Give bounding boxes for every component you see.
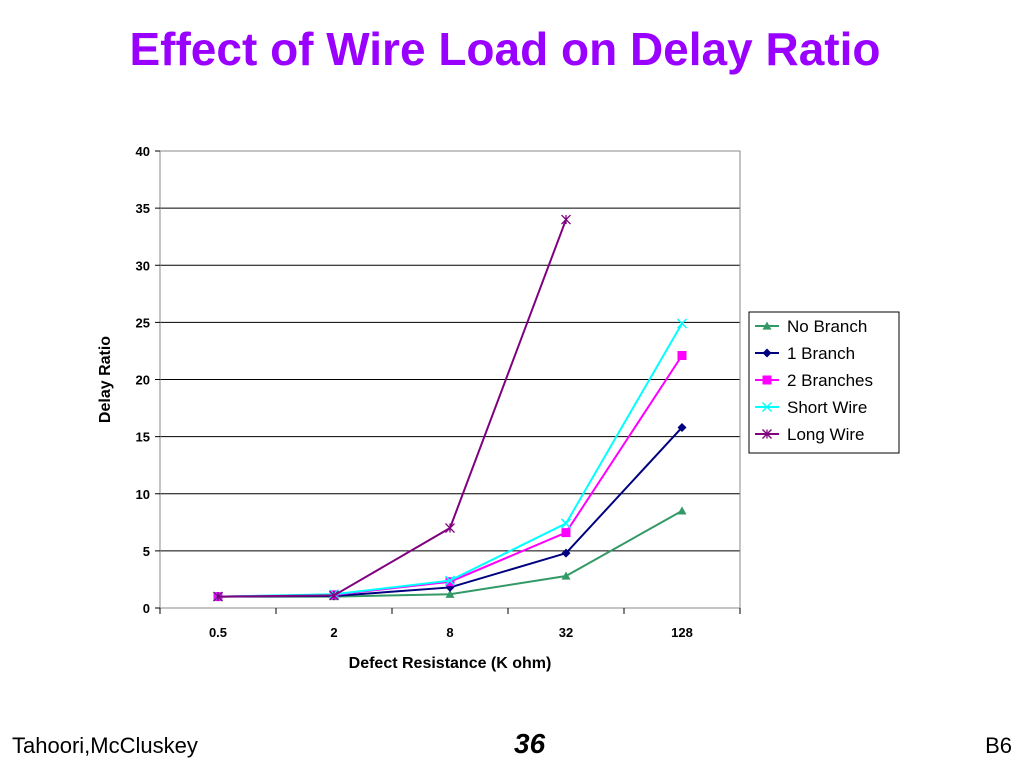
y-tick-label: 15 xyxy=(136,430,150,445)
series-line-1-branch xyxy=(217,426,683,598)
legend-box xyxy=(748,311,900,454)
data-point xyxy=(561,548,571,558)
x-tick-label: 0.5 xyxy=(209,625,227,640)
data-point xyxy=(677,351,687,361)
data-point xyxy=(445,589,455,598)
data-point xyxy=(329,590,339,601)
y-tick-label: 30 xyxy=(136,258,150,273)
data-point xyxy=(560,518,572,529)
series-long-wire xyxy=(213,214,571,602)
y-tick-label: 0 xyxy=(143,601,150,616)
legend-label: Short Wire xyxy=(787,398,867,417)
y-tick-label: 5 xyxy=(143,544,150,559)
data-point xyxy=(445,577,455,587)
y-tick-label: 35 xyxy=(136,201,150,216)
legend-marker xyxy=(762,321,772,330)
slide-title: Effect of Wire Load on Delay Ratio xyxy=(129,23,881,75)
legend-label: Long Wire xyxy=(787,425,864,444)
legend-item: 2 Branches xyxy=(755,371,873,390)
x-axis-title: Defect Resistance (K ohm) xyxy=(349,655,552,672)
x-tick-label: 32 xyxy=(559,625,573,640)
y-tick-label: 10 xyxy=(136,487,150,502)
series-line-2-branches xyxy=(217,354,683,598)
legend-item: Short Wire xyxy=(755,398,867,417)
x-tick-label: 8 xyxy=(446,625,453,640)
legend-item: 1 Branch xyxy=(755,344,855,363)
data-point xyxy=(677,422,687,432)
data-point xyxy=(677,506,687,515)
y-tick-label: 25 xyxy=(136,315,150,330)
series-2-branches xyxy=(213,351,687,602)
data-point xyxy=(444,575,456,586)
slide-code: B6 xyxy=(985,733,1012,758)
series-line-long-wire xyxy=(217,219,567,598)
legend-marker xyxy=(761,401,773,413)
series-1-branch xyxy=(213,422,687,602)
legend: No Branch 1 Branch 2 Branches Short Wire Lon… xyxy=(748,311,900,454)
legend-marker xyxy=(762,429,772,439)
data-point xyxy=(561,214,571,225)
data-point xyxy=(561,528,571,538)
data-point xyxy=(561,571,571,580)
legend-label: No Branch xyxy=(787,317,867,336)
gridlines xyxy=(160,150,740,609)
legend-label: 1 Branch xyxy=(787,344,855,363)
x-tick-label: 2 xyxy=(330,625,337,640)
legend-item: No Branch xyxy=(755,317,867,336)
axes: 0 5 10 15 20 25 30 35 40 0.5 2 8 32 128 xyxy=(136,144,741,640)
data-point xyxy=(676,318,688,329)
x-tick-label: 128 xyxy=(671,625,693,640)
y-tick-label: 40 xyxy=(136,144,150,159)
page-number: 36 xyxy=(514,728,546,759)
legend-marker xyxy=(762,375,772,385)
legend-item: Long Wire xyxy=(755,425,864,444)
footer-authors: Tahoori,McCluskey xyxy=(12,733,198,758)
legend-marker xyxy=(762,348,772,358)
series-lines xyxy=(212,214,688,602)
data-point xyxy=(213,591,223,602)
legend-label: 2 Branches xyxy=(787,371,873,390)
series-short-wire xyxy=(212,318,688,602)
y-tick-label: 20 xyxy=(136,373,150,388)
data-point xyxy=(445,523,455,533)
y-axis-title: Delay Ratio xyxy=(97,336,114,423)
